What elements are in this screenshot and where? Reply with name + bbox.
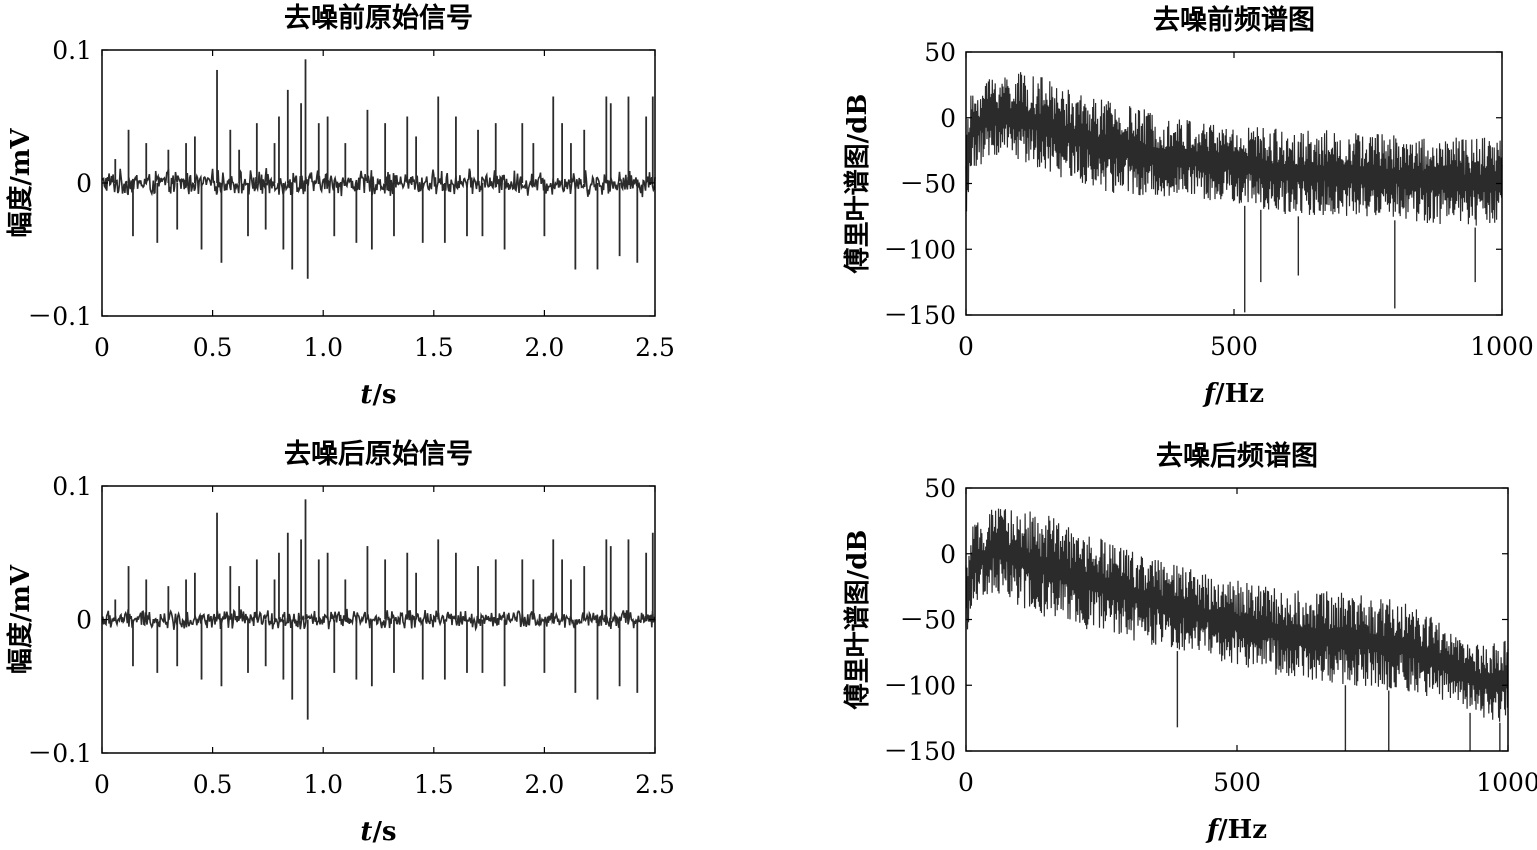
raw-signal-before-xlabel: t/s [360,380,396,410]
raw-signal-before-xtick-label-2: 1.0 [303,333,343,362]
spectrum-after-xlabel-var: f [1205,815,1222,845]
spectrum-after-xlabel: f/Hz [1205,815,1267,845]
raw-signal-after-ytick-label-0: 0.1 [52,472,92,501]
spectrum-after-xlabel-unit: /Hz [1218,815,1267,845]
spectrum-before-title: 去噪前频谱图 [1153,4,1315,36]
spectrum-after-ylabel: 傅里叶谱图/dB [842,530,873,711]
spectrum-before-ytick-label-0: 50 [924,38,956,67]
raw-signal-after-xtick-label-5: 2.5 [635,770,675,799]
raw-signal-after-xlabel-var: t [360,817,372,847]
raw-signal-before-xtick-label-4: 2.0 [525,333,565,362]
spectrum-before-ytick-label-1: 0 [940,104,956,133]
raw-signal-before-xtick-label-5: 2.5 [635,333,675,362]
raw-signal-after-title: 去噪后原始信号 [284,438,473,470]
raw-signal-after-ytick-label-2: －0.1 [27,739,92,768]
spectrum-after-ytick-label-0: 50 [924,474,956,503]
spectrum-before-xtick-label-1: 500 [1210,332,1258,361]
spectrum-after-trace [965,508,1509,722]
raw-signal-after-xtick-label-0: 0 [94,770,110,799]
spectrum-after-ytick-label-3: －100 [883,671,956,700]
raw-signal-before-ylabel: 幅度/mV [5,128,36,238]
raw-signal-before-ytick-label-1: 0 [76,169,92,198]
spectrum-before-ylabel: 傅里叶谱图/dB [842,94,873,275]
raw-signal-after-xtick-label-1: 0.5 [193,770,233,799]
raw-signal-before-ytick-label-2: －0.1 [27,302,92,331]
raw-signal-before-ytick-label-0: 0.1 [52,36,92,65]
raw-signal-before-xlabel-var: t [360,380,372,410]
raw-signal-before-trace [101,168,656,198]
spectrum-before-ytick-label-2: －50 [899,170,956,199]
spectrum-after-ytick-label-1: 0 [940,540,956,569]
raw-signal-after-trace [101,608,656,632]
raw-signal-before-xtick-label-1: 0.5 [193,333,233,362]
spectrum-after-ytick-label-2: －50 [899,606,956,635]
spectrum-before-xlabel-unit: /Hz [1215,379,1264,409]
spectrum-before-trace [965,72,1503,226]
spectrum-before-xtick-label-2: 1000 [1470,332,1534,361]
raw-signal-after-xtick-label-3: 1.5 [414,770,454,799]
spectrum-after-xtick-label-1: 500 [1213,768,1261,797]
raw-signal-after-xtick-label-4: 2.0 [525,770,565,799]
spectrum-after-ytick-label-4: －150 [883,737,956,766]
spectrum-before-ytick-label-4: －150 [883,301,956,330]
raw-signal-after-ylabel: 幅度/mV [5,564,36,674]
spectrum-before-xlabel-var: f [1202,379,1219,409]
spectrum-after-xtick-label-2: 1000 [1476,768,1537,797]
spectrum-before-xlabel: f/Hz [1202,379,1264,409]
raw-signal-after-xtick-label-2: 1.0 [303,770,343,799]
raw-signal-after-xlabel: t/s [360,817,396,847]
raw-signal-after-ytick-label-1: 0 [76,606,92,635]
spectrum-before-ytick-label-3: －100 [883,235,956,264]
spectrum-after-title: 去噪后频谱图 [1156,440,1318,472]
spectrum-before-xtick-label-0: 0 [958,332,974,361]
raw-signal-before-xtick-label-0: 0 [94,333,110,362]
spectrum-after-xtick-label-0: 0 [958,768,974,797]
raw-signal-before-xlabel-unit: /s [372,380,396,410]
raw-signal-after-xlabel-unit: /s [372,817,396,847]
raw-signal-before-title: 去噪前原始信号 [284,2,473,34]
raw-signal-before-xtick-label-3: 1.5 [414,333,454,362]
